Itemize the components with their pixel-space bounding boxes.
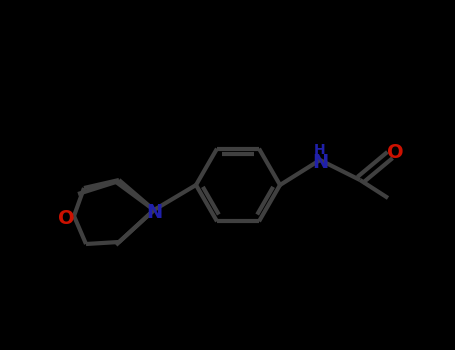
Text: H: H xyxy=(314,143,326,157)
Text: N: N xyxy=(312,154,328,173)
Text: O: O xyxy=(387,142,403,161)
Text: N: N xyxy=(146,203,162,223)
Text: O: O xyxy=(58,209,74,228)
